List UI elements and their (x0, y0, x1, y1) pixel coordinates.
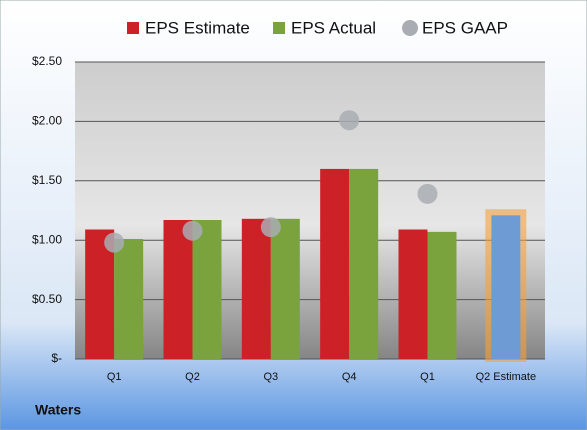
gaap-point (417, 183, 438, 204)
x-tick-label: Q2 Estimate (476, 371, 537, 383)
bar (163, 220, 193, 359)
footer: Waters (35, 402, 81, 418)
x-tick-label: Q4 (342, 371, 357, 383)
gaap-point (104, 232, 125, 253)
bar (320, 168, 350, 359)
x-tick-label: Q1 (107, 371, 122, 383)
x-tick-label: Q1 (420, 371, 435, 383)
bar (427, 231, 457, 359)
legend-marker (273, 22, 285, 34)
y-tick-label: $2.50 (32, 54, 62, 68)
gaap-point (339, 110, 360, 131)
legend-marker (127, 22, 139, 34)
gaap-point (182, 220, 203, 241)
bar (491, 215, 521, 359)
y-tick-label: $1.00 (32, 232, 62, 246)
bar (192, 220, 222, 359)
bar (270, 218, 300, 359)
bar (114, 239, 144, 359)
x-tick-label: Q3 (263, 371, 278, 383)
y-tick-label: $0.50 (32, 292, 62, 306)
legend-label: EPS Estimate (145, 18, 250, 37)
bar (349, 168, 379, 359)
legend-marker (402, 20, 418, 36)
gaap-point (260, 217, 281, 238)
plot-area (75, 62, 545, 359)
y-tick-label: $- (51, 351, 62, 365)
legend-label: EPS GAAP (422, 18, 508, 37)
bar (241, 218, 271, 359)
y-tick-label: $1.50 (32, 173, 62, 187)
y-tick-label: $2.00 (32, 114, 62, 128)
bar (398, 229, 428, 359)
legend-label: EPS Actual (291, 18, 376, 37)
x-tick-label: Q2 (185, 371, 200, 383)
